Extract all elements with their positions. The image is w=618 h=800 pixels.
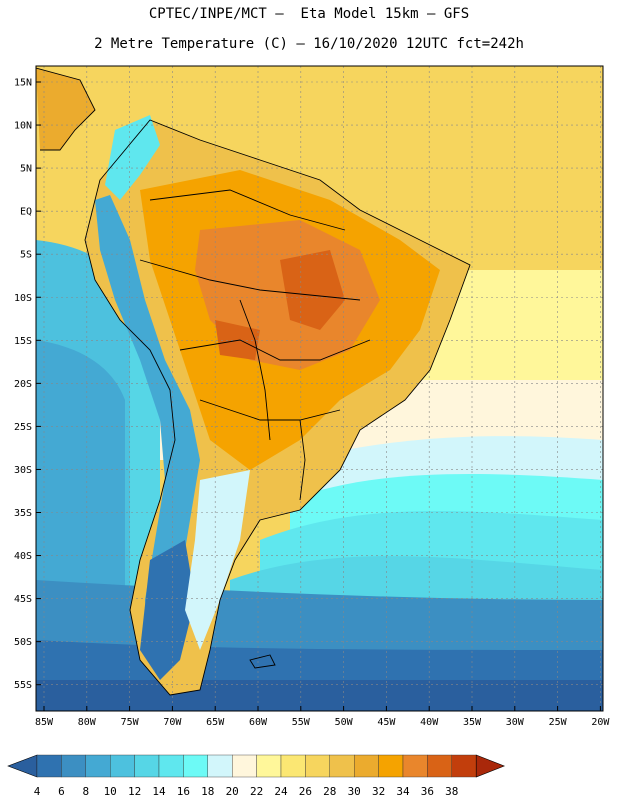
lat-label: 55S [14,680,32,691]
colorbar-segment [109,754,135,778]
colorbar-segment [280,754,306,778]
lat-label: 45S [14,594,32,605]
colorbar-segment [134,754,160,778]
lon-label: 65W [206,717,225,728]
lat-label: 5N [20,164,32,175]
colorbar-right-arrow [475,754,506,778]
colorbar-label: 8 [82,785,89,798]
map-frame [35,65,604,712]
colorbar-label: 36 [421,785,434,798]
colorbar-label: 38 [445,785,458,798]
lon-label: 25W [549,717,568,728]
coastlines [36,67,471,696]
colorbar-segment [329,754,355,778]
lat-label: 40S [14,551,32,562]
colorbar-segment [36,754,62,778]
colorbar-label: 18 [201,785,214,798]
colorbar-segment [305,754,330,778]
colorbar-segment [427,754,452,778]
map-field [36,66,603,711]
lat-label: 10S [14,293,32,304]
colorbar-segment [183,754,208,778]
colorbar-label: 20 [226,785,239,798]
lat-label: 50S [14,637,32,648]
lon-label: 35W [463,717,482,728]
lat-label: 15N [14,78,32,89]
lat-label: 10N [14,121,32,132]
colorbar-label: 16 [177,785,190,798]
lat-label: 30S [14,465,32,476]
colorbar-segment [61,754,87,778]
lon-label: 85W [35,717,54,728]
colorbar-segment [207,754,233,778]
lon-label: 45W [377,717,396,728]
longitude-axis: 85W 80W 75W 70W 65W 60W 55W 50W 45W 40W 35W 30W 25W 2… [35,706,610,728]
lon-label: 40W [420,717,439,728]
colorbar-label: 32 [372,785,385,798]
lat-label: EQ [20,207,32,218]
colorbar-label: 24 [274,785,288,798]
colorbar-segment [256,754,282,778]
map-subtitle: 2 Metre Temperature (C) – 16/10/2020 12U… [94,36,524,52]
colorbar-segment [451,754,477,778]
lat-label: 25S [14,422,32,433]
lon-label: 30W [506,717,525,728]
colorbar-segment [378,754,404,778]
lon-label: 20W [591,717,610,728]
colorbar-label: 12 [128,785,141,798]
colorbar-label: 22 [250,785,263,798]
colorbar-label: 26 [299,785,312,798]
lat-label: 20S [14,379,32,390]
colorbar-label: 30 [348,785,361,798]
lon-label: 75W [121,717,140,728]
colorbar-label: 6 [58,785,65,798]
lon-label: 70W [163,717,182,728]
lat-label: 5S [20,250,32,261]
latitude-axis: 15N 10N 5N EQ 5S 10S 15S 20S 25S 30S 35S 40S 45S 50S 5… [14,78,41,691]
colorbar-left-arrow [7,754,38,778]
lon-label: 50W [335,717,354,728]
colorbar-label: 34 [396,785,410,798]
colorbar: 4 6 8 10 12 14 16 18 20 22 24 26 28 30 32 34 36 38 [7,754,506,798]
lon-label: 60W [249,717,268,728]
lon-label: 55W [292,717,311,728]
lat-label: 15S [14,336,32,347]
colorbar-segment [158,754,184,778]
colorbar-segment [231,754,257,778]
colorbar-segment [402,754,428,778]
lon-label: 80W [78,717,97,728]
colorbar-label: 14 [152,785,166,798]
colorbar-label: 4 [34,785,41,798]
colorbar-segment [85,754,111,778]
map-title: CPTEC/INPE/MCT – Eta Model 15km – GFS [148,6,470,22]
lat-label: 35S [14,508,32,519]
colorbar-label: 10 [104,785,117,798]
colorbar-segment [354,754,379,778]
colorbar-label: 28 [323,785,336,798]
